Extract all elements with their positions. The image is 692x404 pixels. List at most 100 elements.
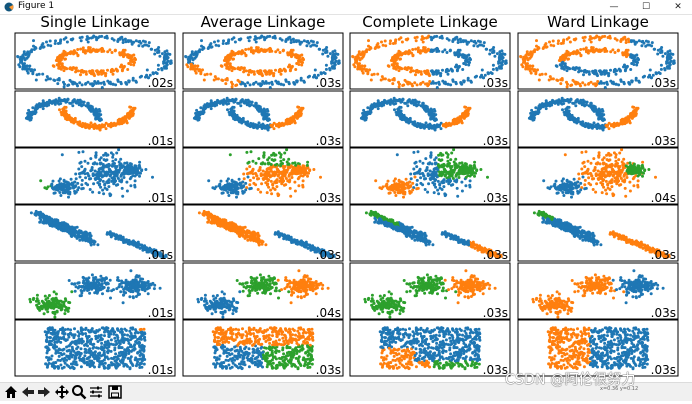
- data-point: [254, 80, 258, 84]
- data-point: [257, 177, 261, 181]
- data-point: [620, 37, 624, 41]
- data-point: [400, 190, 404, 194]
- data-point: [118, 165, 122, 169]
- data-point: [163, 66, 167, 70]
- data-point: [560, 55, 564, 59]
- data-point: [273, 158, 277, 162]
- data-point: [288, 186, 292, 190]
- data-point: [27, 114, 31, 117]
- fit-time-label: .03s: [483, 76, 508, 90]
- data-point: [564, 107, 568, 111]
- data-point: [109, 125, 113, 129]
- data-point: [603, 46, 607, 50]
- data-point: [62, 85, 66, 89]
- data-point: [497, 60, 501, 64]
- data-point: [414, 39, 418, 43]
- data-point: [41, 72, 45, 76]
- data-point: [56, 63, 60, 67]
- data-point: [230, 69, 234, 73]
- data-point: [262, 151, 266, 155]
- data-point: [252, 49, 256, 53]
- data-point: [504, 62, 507, 65]
- data-point: [324, 51, 327, 54]
- data-point: [525, 50, 529, 54]
- data-point: [598, 108, 601, 112]
- data-point: [438, 182, 442, 186]
- data-point: [56, 42, 60, 45]
- data-point: [210, 104, 213, 108]
- data-point: [74, 177, 78, 181]
- data-point: [297, 184, 301, 188]
- close-button[interactable]: ✕: [674, 2, 682, 12]
- data-point: [259, 35, 263, 39]
- data-point: [76, 53, 80, 57]
- data-point: [58, 108, 61, 112]
- data-point: [230, 85, 234, 89]
- data-point: [610, 81, 614, 85]
- data-point: [80, 187, 84, 191]
- data-point: [429, 155, 433, 159]
- data-point: [264, 80, 268, 84]
- data-point: [59, 67, 63, 71]
- data-point: [281, 172, 285, 176]
- data-point: [446, 82, 450, 86]
- data-point: [77, 150, 81, 154]
- data-point: [563, 112, 567, 116]
- data-point: [531, 64, 535, 68]
- data-point: [138, 160, 142, 164]
- data-point: [248, 183, 252, 187]
- data-point: [450, 165, 454, 168]
- data-point: [258, 168, 262, 172]
- data-point: [305, 44, 309, 48]
- data-point: [225, 55, 229, 59]
- data-point: [415, 165, 419, 169]
- data-point: [559, 42, 563, 45]
- data-point: [454, 157, 458, 161]
- data-point: [86, 172, 90, 176]
- data-point: [524, 54, 528, 57]
- data-point: [630, 111, 634, 115]
- data-point: [131, 76, 135, 80]
- data-point: [261, 80, 265, 83]
- data-point: [100, 86, 104, 89]
- data-point: [265, 108, 269, 111]
- data-point: [333, 49, 337, 53]
- data-point: [469, 80, 473, 84]
- data-point: [598, 69, 601, 73]
- data-point: [403, 190, 407, 194]
- data-point: [597, 35, 601, 39]
- data-point: [163, 54, 167, 58]
- data-point: [246, 120, 250, 124]
- data-point: [67, 195, 70, 199]
- data-point: [57, 77, 61, 80]
- data-point: [331, 66, 335, 70]
- figure-canvas[interactable]: Single Linkage Average Linkage Complete Li…: [0, 15, 692, 382]
- data-point: [73, 81, 77, 85]
- data-point: [105, 158, 109, 162]
- maximize-button[interactable]: ☐: [641, 2, 651, 12]
- data-point: [380, 40, 383, 44]
- data-point: [399, 105, 403, 109]
- subplot-varied-1: .03s: [182, 147, 344, 205]
- data-point: [576, 81, 580, 85]
- data-point: [216, 77, 220, 81]
- data-point: [436, 188, 440, 192]
- data-point: [95, 176, 99, 180]
- data-point: [241, 120, 245, 124]
- data-point: [595, 73, 599, 77]
- data-point: [274, 68, 277, 72]
- data-point: [279, 72, 283, 76]
- data-point: [473, 75, 477, 79]
- data-point: [249, 103, 253, 107]
- data-point: [370, 73, 374, 77]
- data-point: [386, 179, 390, 183]
- data-point: [166, 56, 170, 60]
- subplot-noisy_moons-0: .01s: [14, 90, 176, 148]
- data-point: [124, 167, 128, 171]
- data-point: [456, 41, 460, 44]
- minimize-button[interactable]: —: [609, 2, 619, 12]
- data-point: [213, 40, 216, 44]
- data-point: [433, 35, 437, 39]
- subplot-noisy_moons-3: .03s: [517, 90, 679, 148]
- data-point: [623, 63, 626, 67]
